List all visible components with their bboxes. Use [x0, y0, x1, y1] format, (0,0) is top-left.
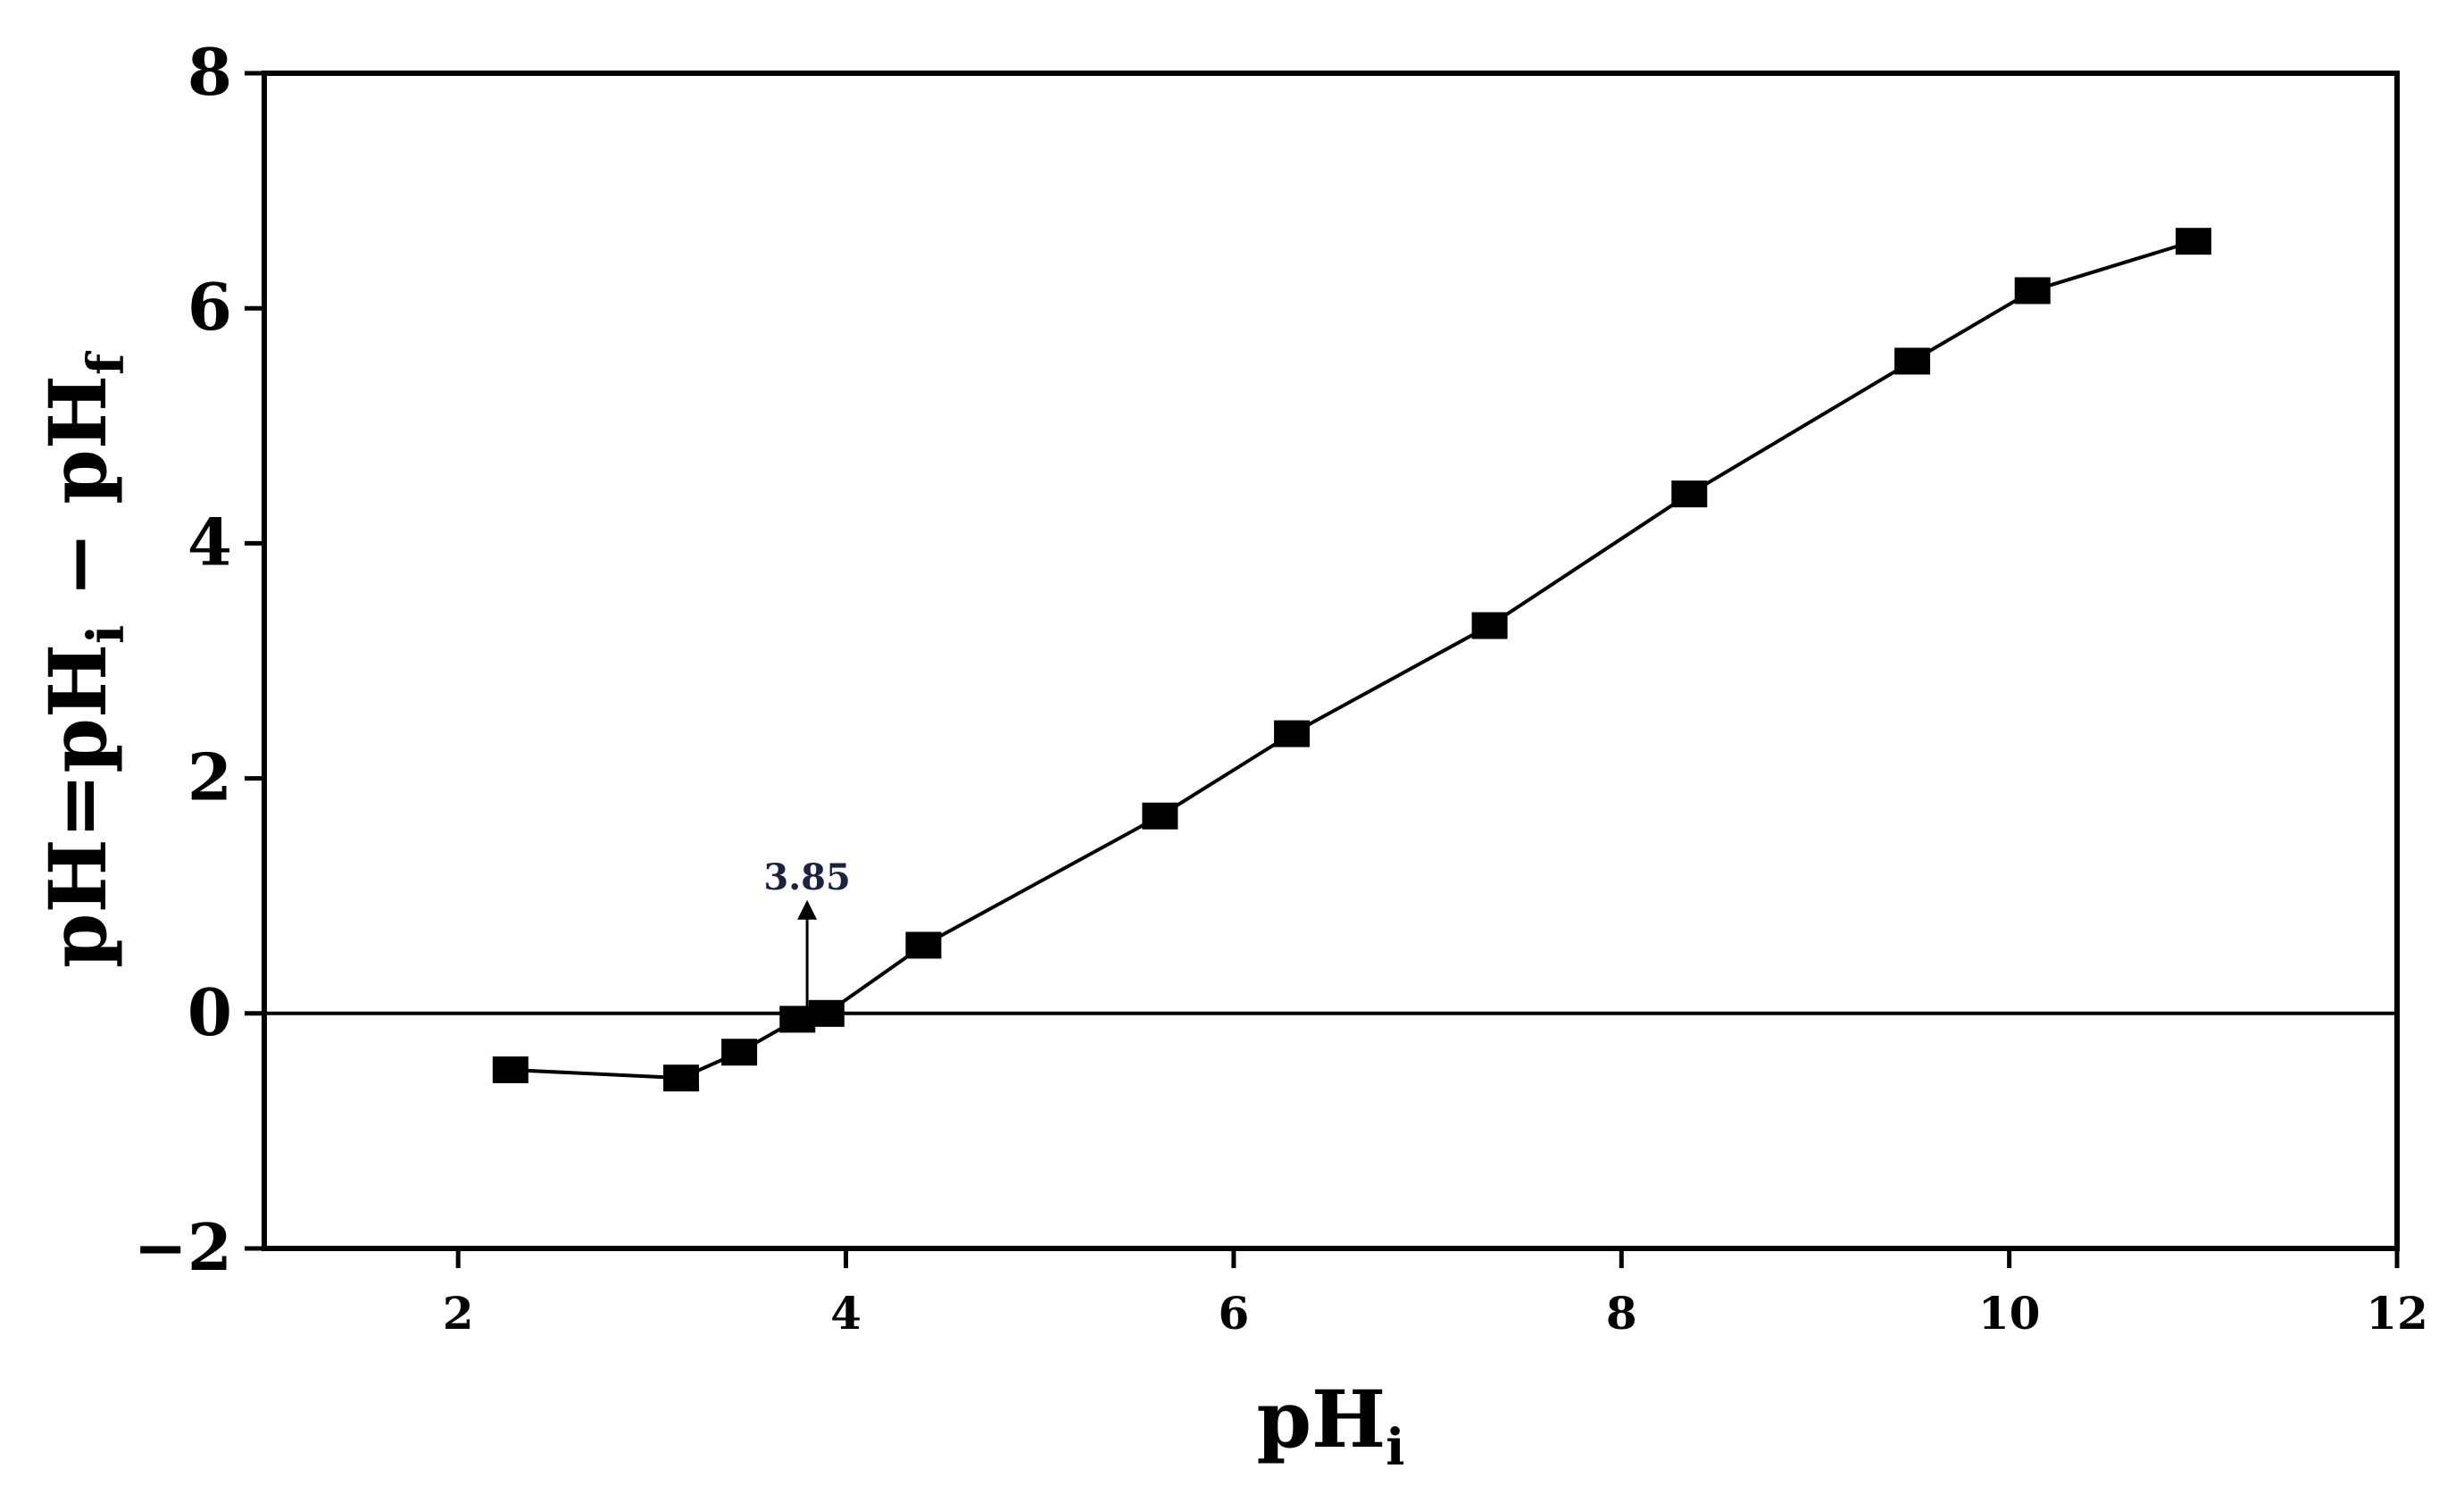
x-axis-title-sub: i: [1386, 1418, 1404, 1477]
data-point-marker: [2175, 228, 2211, 255]
y-tick-label: 0: [187, 974, 232, 1050]
y-axis-title-sub2: f: [77, 350, 136, 375]
data-point-marker: [1671, 480, 1708, 508]
y-tick-label: 4: [187, 504, 232, 580]
x-tick-label: 10: [1978, 1287, 2041, 1340]
x-tick-label: 6: [1219, 1287, 1250, 1340]
data-point-marker: [808, 999, 845, 1027]
y-axis-title-sub1: i: [77, 625, 136, 644]
y-axis-title-part2: − pH: [31, 375, 124, 625]
data-point-marker: [1894, 347, 1931, 375]
data-point-marker: [1471, 612, 1508, 639]
x-tick-label: 4: [830, 1287, 862, 1340]
annotation-arrow-head: [797, 899, 818, 920]
data-point-marker: [662, 1064, 699, 1092]
y-tick-label: 6: [187, 269, 232, 345]
data-point-marker: [905, 931, 942, 959]
y-tick-label: −2: [134, 1209, 232, 1285]
data-point-marker: [492, 1056, 529, 1083]
x-tick-label: 8: [1606, 1287, 1637, 1340]
x-tick-label: 12: [2366, 1287, 2428, 1340]
y-axis-title-part1: pH=pH: [31, 644, 124, 968]
annotation-label: 3.85: [763, 856, 850, 898]
y-tick-label: 2: [187, 739, 232, 815]
data-markers: [492, 228, 2211, 1092]
y-tick-label: 8: [187, 34, 232, 110]
x-axis-title-main: pH: [1257, 1373, 1386, 1465]
data-point-marker: [2014, 277, 2051, 305]
series-line: [510, 239, 2194, 1081]
x-tick-label: 2: [443, 1287, 474, 1340]
data-point-marker: [1142, 802, 1178, 830]
plot-frame: [262, 71, 2400, 1251]
data-point-marker: [1274, 720, 1311, 747]
x-axis-title: pHi: [1257, 1373, 1405, 1477]
y-axis-ticks: −2 0 2 4 6 8: [134, 34, 264, 1285]
y-axis-title: pH=pHi − pHf: [31, 350, 136, 968]
annotations: 3.85: [763, 856, 851, 1014]
data-point-marker: [721, 1039, 758, 1066]
x-axis-ticks: 2 4 6 8 10 12: [443, 1248, 2428, 1340]
